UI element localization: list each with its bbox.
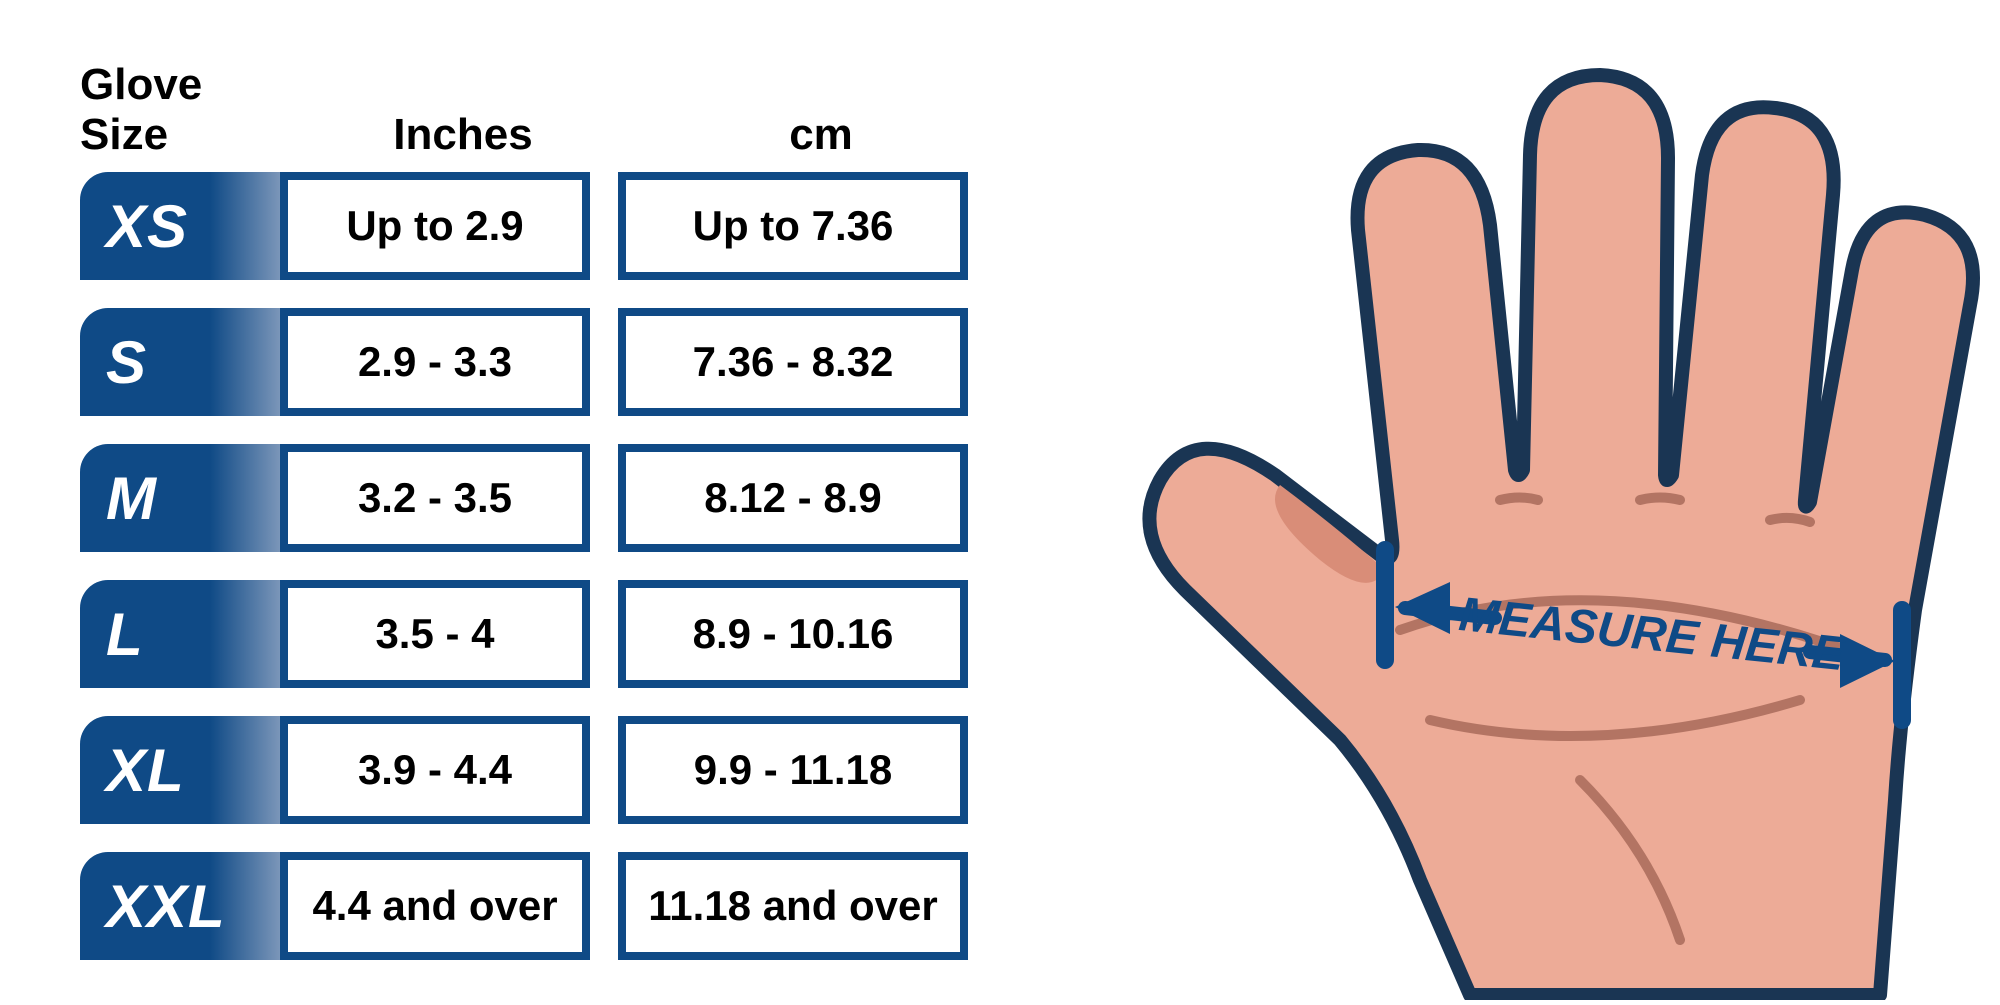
table-row: XL 3.9 - 4.4 9.9 - 11.18	[80, 716, 996, 824]
table-row: S 2.9 - 3.3 7.36 - 8.32	[80, 308, 996, 416]
cm-cell: 9.9 - 11.18	[618, 716, 968, 824]
cm-cell: 8.9 - 10.16	[618, 580, 968, 688]
size-label: L	[80, 600, 144, 669]
table-row: XXL 4.4 and over 11.18 and over	[80, 852, 996, 960]
header-inches: Inches	[308, 110, 618, 160]
size-pill: XL	[80, 716, 280, 824]
inches-cell: 2.9 - 3.3	[280, 308, 590, 416]
size-pill: L	[80, 580, 280, 688]
table-row: XS Up to 2.9 Up to 7.36	[80, 172, 996, 280]
table-row: M 3.2 - 3.5 8.12 - 8.9	[80, 444, 996, 552]
size-pill: M	[80, 444, 280, 552]
inches-cell: 4.4 and over	[280, 852, 590, 960]
size-label: XL	[80, 736, 185, 805]
size-label: S	[80, 328, 147, 397]
inches-cell: 3.9 - 4.4	[280, 716, 590, 824]
inches-cell: 3.5 - 4	[280, 580, 590, 688]
size-label: XXL	[80, 872, 226, 941]
header-cm: cm	[646, 110, 996, 160]
size-pill: S	[80, 308, 280, 416]
cm-cell: 8.12 - 8.9	[618, 444, 968, 552]
size-table: Glove Size Inches cm XS Up to 2.9 Up to 7.…	[80, 60, 996, 960]
size-label: M	[80, 464, 157, 533]
inches-cell: 3.2 - 3.5	[280, 444, 590, 552]
header-glove-size: Glove Size	[80, 60, 280, 160]
table-row: L 3.5 - 4 8.9 - 10.16	[80, 580, 996, 688]
size-label: XS	[80, 192, 188, 261]
hand-diagram: MEASURE HERE	[1040, 0, 2000, 1000]
cm-cell: 7.36 - 8.32	[618, 308, 968, 416]
cm-cell: 11.18 and over	[618, 852, 968, 960]
size-pill: XS	[80, 172, 280, 280]
size-pill: XXL	[80, 852, 280, 960]
cm-cell: Up to 7.36	[618, 172, 968, 280]
inches-cell: Up to 2.9	[280, 172, 590, 280]
table-header-row: Glove Size Inches cm	[80, 60, 996, 160]
